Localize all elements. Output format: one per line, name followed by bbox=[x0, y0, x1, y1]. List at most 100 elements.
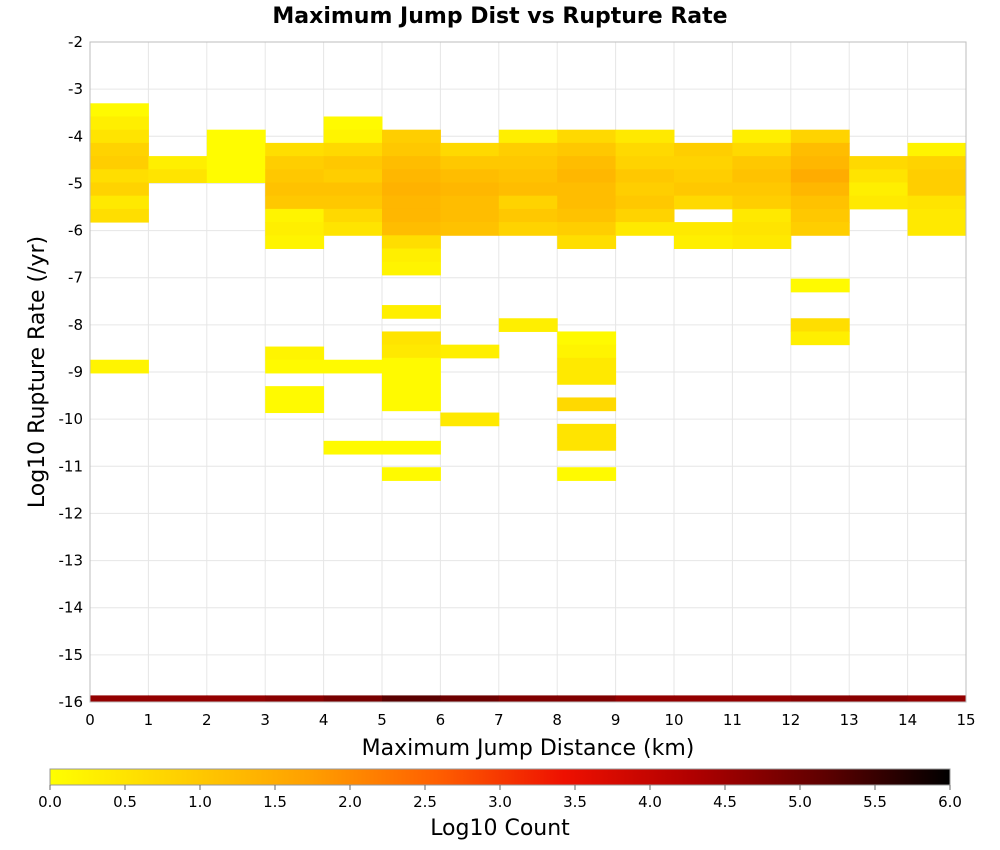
baseline-cell bbox=[498, 695, 558, 702]
baseline-cell bbox=[382, 695, 441, 702]
x-tick-label: 9 bbox=[611, 711, 621, 729]
heatmap-cell bbox=[615, 222, 675, 236]
heatmap-cell bbox=[498, 142, 558, 157]
heatmap-cell bbox=[382, 357, 441, 372]
heatmap-cell bbox=[90, 142, 149, 157]
baseline-cell bbox=[206, 695, 266, 702]
y-tick-label: -6 bbox=[68, 222, 83, 240]
heatmap-cell bbox=[382, 344, 441, 359]
heatmap-cell bbox=[206, 169, 266, 183]
heatmap-cell bbox=[674, 182, 733, 197]
x-tick-label: 6 bbox=[436, 711, 446, 729]
x-tick-label: 8 bbox=[552, 711, 562, 729]
x-tick-label: 3 bbox=[260, 711, 270, 729]
heatmap-cell bbox=[498, 318, 558, 332]
colorbar bbox=[49, 768, 951, 786]
heatmap-cell bbox=[206, 142, 266, 157]
heatmap-cell bbox=[323, 169, 383, 183]
baseline-cell bbox=[90, 695, 149, 702]
heatmap-cell bbox=[323, 208, 383, 223]
heatmap-cell bbox=[440, 169, 500, 183]
y-tick-label: -14 bbox=[59, 599, 84, 617]
heatmap-cell bbox=[557, 397, 617, 412]
colorbar-tick-label: 1.5 bbox=[263, 793, 287, 811]
x-tick-label: 2 bbox=[202, 711, 212, 729]
y-tick-label: -2 bbox=[68, 33, 83, 51]
heatmap-cell bbox=[674, 222, 733, 236]
heatmap-cell bbox=[90, 103, 149, 117]
heatmap-cell bbox=[382, 235, 441, 249]
heatmap-cell bbox=[148, 169, 208, 183]
heatmap-cell bbox=[615, 169, 675, 183]
y-tick-label: -8 bbox=[68, 316, 83, 334]
colorbar-tick-label: 5.5 bbox=[863, 793, 887, 811]
heatmap-cell bbox=[265, 182, 325, 197]
heatmap-cell bbox=[732, 195, 792, 210]
heatmap-cell bbox=[557, 331, 617, 346]
heatmap-cell bbox=[790, 222, 850, 236]
heatmap-cell bbox=[557, 423, 617, 438]
colorbar-tick-label: 0.5 bbox=[113, 793, 137, 811]
heatmap-cell bbox=[90, 129, 149, 144]
heatmap-cell bbox=[557, 437, 617, 451]
x-tick-label: 4 bbox=[319, 711, 329, 729]
heatmap-cell bbox=[907, 195, 967, 210]
heatmap-cell bbox=[790, 169, 850, 183]
y-tick-label: -11 bbox=[59, 457, 84, 475]
heatmap-cell bbox=[732, 129, 792, 144]
heatmap-cell bbox=[732, 156, 792, 170]
heatmap-cell bbox=[849, 195, 909, 210]
heatmap-cell bbox=[498, 182, 558, 197]
heatmap-cell bbox=[382, 169, 441, 183]
heatmap-cell bbox=[148, 156, 208, 170]
heatmap-cell bbox=[732, 182, 792, 197]
y-tick-label: -7 bbox=[68, 269, 83, 287]
heatmap-cell bbox=[849, 169, 909, 183]
heatmap-cell bbox=[206, 129, 266, 144]
heatmap-cell bbox=[323, 440, 383, 455]
heatmap-cell bbox=[615, 182, 675, 197]
y-tick-label: -12 bbox=[59, 504, 84, 522]
x-tick-label: 11 bbox=[723, 711, 742, 729]
heatmap-cell bbox=[498, 169, 558, 183]
heatmap-cell bbox=[907, 169, 967, 183]
heatmap-cell bbox=[498, 129, 558, 144]
heatmap-cell bbox=[674, 169, 733, 183]
heatmap-cell bbox=[790, 278, 850, 293]
colorbar-tick-label: 1.0 bbox=[188, 793, 212, 811]
heatmap-cell bbox=[790, 129, 850, 144]
chart-title: Maximum Jump Dist vs Rupture Rate bbox=[272, 4, 727, 29]
heatmap-cell bbox=[382, 371, 441, 385]
heatmap-cell bbox=[265, 346, 325, 361]
heatmap-cell bbox=[907, 222, 967, 236]
baseline-cell bbox=[790, 695, 850, 702]
x-tick-label: 15 bbox=[956, 711, 975, 729]
y-tick-label: -10 bbox=[59, 410, 84, 428]
heatmap-cell bbox=[265, 208, 325, 223]
heatmap-cell bbox=[323, 116, 383, 131]
heatmap-cell bbox=[90, 208, 149, 223]
colorbar-tick-label: 3.5 bbox=[563, 793, 587, 811]
y-tick-label: -13 bbox=[59, 552, 84, 570]
heatmap-cell bbox=[265, 386, 325, 400]
x-tick-label: 10 bbox=[664, 711, 683, 729]
heatmap-cell bbox=[265, 222, 325, 236]
heatmap-cell bbox=[440, 208, 500, 223]
colorbar-label: Log10 Count bbox=[430, 816, 570, 841]
heatmap-cell bbox=[265, 359, 325, 374]
heatmap-cell bbox=[382, 261, 441, 276]
baseline-cell bbox=[265, 695, 325, 702]
heatmap-cell bbox=[90, 195, 149, 210]
heatmap-cell bbox=[557, 222, 617, 236]
x-tick-label: 7 bbox=[494, 711, 504, 729]
colorbar-tick-label: 2.0 bbox=[338, 793, 362, 811]
x-tick-label: 5 bbox=[377, 711, 387, 729]
heatmap-cell bbox=[265, 195, 325, 210]
heatmap-cell bbox=[674, 156, 733, 170]
baseline-cell bbox=[674, 695, 733, 702]
heatmap-cell bbox=[615, 195, 675, 210]
baseline-cell bbox=[440, 695, 500, 702]
y-tick-label: -9 bbox=[68, 363, 83, 381]
heatmap-cell bbox=[323, 182, 383, 197]
heatmap-cell bbox=[382, 129, 441, 144]
